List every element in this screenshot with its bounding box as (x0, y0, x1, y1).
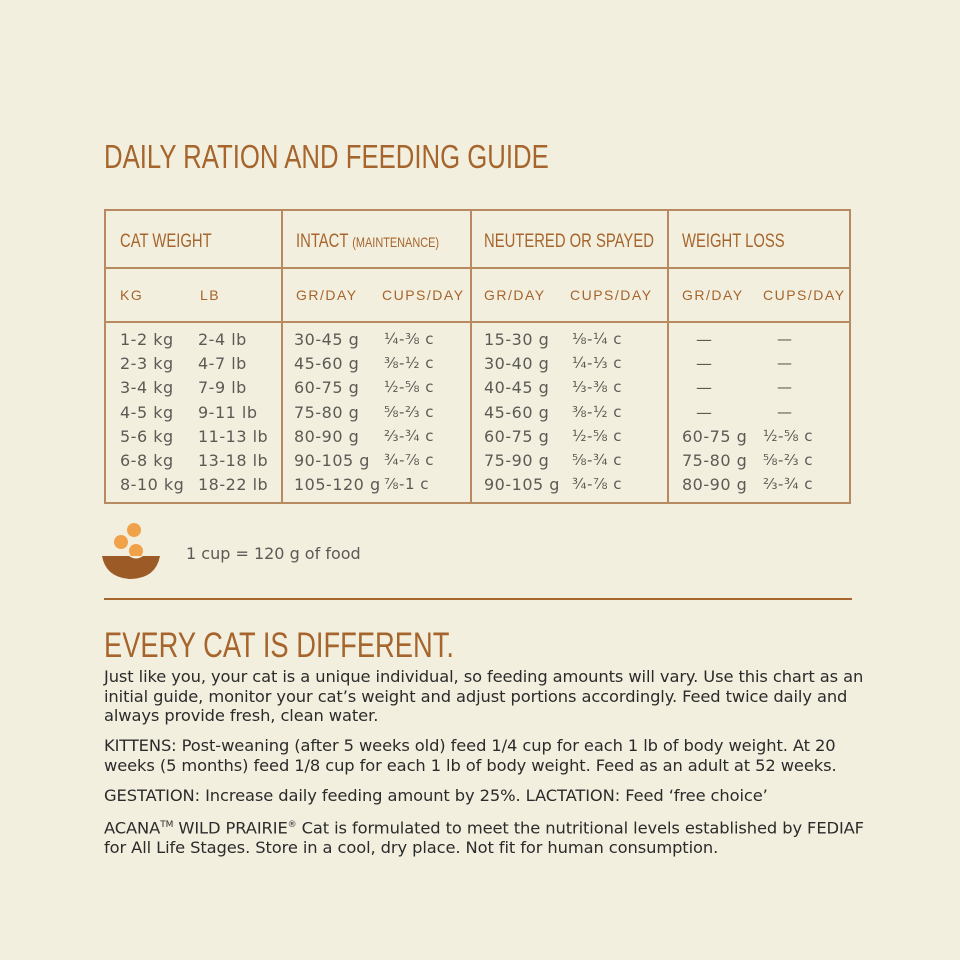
cell-n-g: 75-90 g (484, 451, 550, 470)
subheader-cups: CUPS/DAY (382, 287, 465, 303)
cell-lb: 18-22 lb (198, 475, 269, 495)
cell-i-c: ¾-⅞ c (384, 451, 435, 469)
cell-w-g: — (696, 354, 713, 374)
cell-n-c: ⅛-¼ c (572, 330, 623, 348)
cell-kg: 5-6 kg (120, 426, 174, 446)
divider (106, 321, 849, 323)
cell-n-c: ⅝-¾ c (572, 451, 623, 469)
cell-n-g: 15-30 g (484, 330, 550, 349)
cell-lb: 2-4 lb (198, 330, 247, 349)
cell-n-c: ¾-⅞ c (572, 475, 623, 494)
cell-kg: 8-10 kg (120, 475, 185, 495)
cell-n-g: 30-40 g (484, 354, 550, 374)
divider (106, 267, 849, 269)
food-bowl-icon (102, 523, 160, 579)
feeding-table: CAT WEIGHT INTACT (MAINTENANCE) NEUTERED… (104, 209, 851, 504)
section-divider (104, 598, 852, 600)
header-cat-weight: CAT WEIGHT (120, 231, 212, 252)
cell-w-c: ½-⅝ c (763, 426, 814, 445)
cell-n-c: ⅜-½ c (572, 402, 623, 421)
cell-w-c: — (777, 354, 793, 373)
cell-n-g: 40-45 g (484, 378, 550, 398)
cell-n-g: 60-75 g (484, 426, 550, 446)
cell-i-g: 105-120 g (294, 475, 381, 495)
cell-i-c: ⅜-½ c (384, 354, 435, 373)
divider (470, 211, 472, 502)
cell-n-g: 90-105 g (484, 475, 560, 495)
cell-i-g: 90-105 g (294, 451, 370, 470)
cell-w-c: ⅔-¾ c (763, 475, 814, 494)
kittens-paragraph: KITTENS: Post-weaning (after 5 weeks old… (104, 736, 837, 775)
subheader-kg: KG (120, 287, 144, 303)
cell-kg: 1-2 kg (120, 330, 174, 349)
header-intact: INTACT (MAINTENANCE) (296, 231, 440, 252)
cell-lb: 11-13 lb (198, 426, 269, 446)
cell-w-c: — (777, 378, 793, 397)
cell-i-g: 60-75 g (294, 378, 360, 398)
header-weight-loss: WEIGHT LOSS (682, 231, 785, 252)
cell-w-g: 75-80 g (682, 451, 748, 470)
cell-i-c: ⅔-¾ c (384, 426, 435, 445)
subheader-gr: GR/DAY (296, 287, 358, 303)
cell-n-c: ½-⅝ c (572, 426, 623, 445)
cell-lb: 9-11 lb (198, 402, 258, 422)
cell-lb: 4-7 lb (198, 354, 247, 374)
section-heading: EVERY CAT IS DIFFERENT. (104, 626, 454, 665)
cell-kg: 6-8 kg (120, 451, 174, 470)
cell-n-c: ¼-⅓ c (572, 354, 623, 373)
cell-w-g: — (696, 330, 713, 349)
cell-lb: 7-9 lb (198, 378, 247, 398)
cell-i-g: 30-45 g (294, 330, 360, 349)
cell-kg: 3-4 kg (120, 378, 174, 398)
cell-i-c: ⅞-1 c (384, 475, 430, 494)
cell-i-g: 75-80 g (294, 402, 360, 422)
subheader-lb: LB (200, 287, 221, 303)
cell-w-c: — (777, 330, 793, 348)
divider (667, 211, 669, 502)
page-title: DAILY RATION AND FEEDING GUIDE (104, 138, 549, 175)
divider (281, 211, 283, 502)
gestation-paragraph: GESTATION: Increase daily feeding amount… (104, 786, 768, 805)
subheader-cups: CUPS/DAY (570, 287, 653, 303)
cell-i-c: ¼-⅜ c (384, 330, 435, 348)
cell-w-g: — (696, 402, 713, 422)
intro-paragraph: Just like you, your cat is a unique indi… (104, 667, 864, 725)
cell-lb: 13-18 lb (198, 451, 269, 470)
cell-w-g: 80-90 g (682, 475, 748, 495)
cell-n-g: 45-60 g (484, 402, 550, 422)
cell-w-c: ⅝-⅔ c (763, 451, 814, 469)
cell-i-g: 45-60 g (294, 354, 360, 374)
cell-w-c: — (777, 402, 793, 421)
cell-i-c: ⅝-⅔ c (384, 402, 435, 421)
cell-i-c: ½-⅝ c (384, 378, 435, 397)
formulation-paragraph: ACANATM WILD PRAIRIE® Cat is formulated … (104, 818, 864, 857)
cell-w-g: 60-75 g (682, 426, 748, 446)
cell-i-g: 80-90 g (294, 426, 360, 446)
cell-w-g: — (696, 378, 713, 398)
cell-kg: 2-3 kg (120, 354, 174, 374)
subheader-gr: GR/DAY (682, 287, 744, 303)
subheader-cups: CUPS/DAY (763, 287, 846, 303)
header-neutered: NEUTERED OR SPAYED (484, 231, 654, 252)
cell-n-c: ⅓-⅜ c (572, 378, 623, 397)
cup-conversion-note: 1 cup = 120 g of food (186, 544, 361, 563)
cell-kg: 4-5 kg (120, 402, 174, 422)
subheader-gr: GR/DAY (484, 287, 546, 303)
